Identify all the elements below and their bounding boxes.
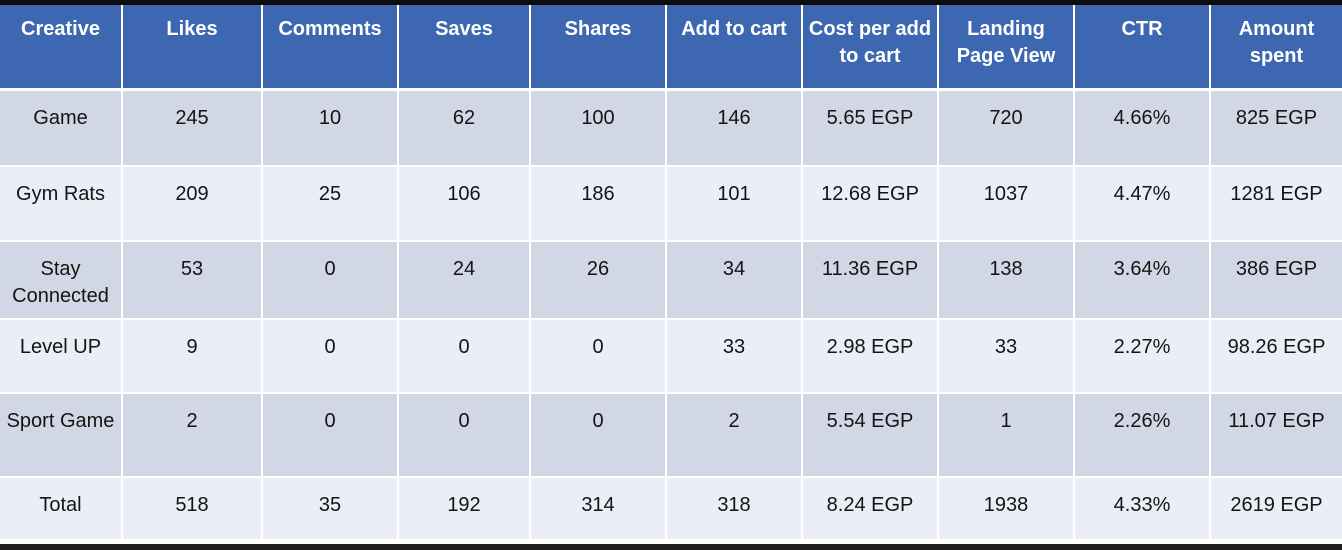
row-label-cell: Level UP bbox=[0, 318, 123, 394]
header-cell-shares: Shares bbox=[529, 4, 667, 91]
table-cell: 2.26% bbox=[1073, 392, 1211, 478]
table-cell: 1938 bbox=[937, 476, 1075, 540]
table-cell: 24 bbox=[397, 240, 531, 320]
table-cell: 8.24 EGP bbox=[801, 476, 939, 540]
table-cell: 0 bbox=[397, 392, 531, 478]
row-label-cell: Gym Rats bbox=[0, 165, 123, 242]
table-cell: 1037 bbox=[937, 165, 1075, 242]
table-cell: 209 bbox=[121, 165, 263, 242]
table-cell: 33 bbox=[937, 318, 1075, 394]
table-cell: 0 bbox=[397, 318, 531, 394]
table-cell: 0 bbox=[529, 392, 667, 478]
table-cell: 192 bbox=[397, 476, 531, 540]
table-cell: 12.68 EGP bbox=[801, 165, 939, 242]
table-row: Level UP 9 0 0 0 33 2.98 EGP 33 2.27% 98… bbox=[0, 318, 1342, 394]
table-cell: 11.36 EGP bbox=[801, 240, 939, 320]
table-cell: 2619 EGP bbox=[1209, 476, 1342, 540]
table-cell: 0 bbox=[261, 240, 399, 320]
table-cell: 2 bbox=[665, 392, 803, 478]
table-cell: 0 bbox=[529, 318, 667, 394]
table-cell: 2.98 EGP bbox=[801, 318, 939, 394]
table-cell: 825 EGP bbox=[1209, 88, 1342, 167]
table-cell: 3.64% bbox=[1073, 240, 1211, 320]
table-cell: 35 bbox=[261, 476, 399, 540]
header-row: Creative Likes Comments Saves Shares Add… bbox=[0, 4, 1342, 91]
top-edge-bar bbox=[0, 0, 1342, 5]
table-cell: 4.66% bbox=[1073, 88, 1211, 167]
header-cell-comments: Comments bbox=[261, 4, 399, 91]
table-cell: 1 bbox=[937, 392, 1075, 478]
table-cell: 34 bbox=[665, 240, 803, 320]
table-cell: 318 bbox=[665, 476, 803, 540]
table-cell: 26 bbox=[529, 240, 667, 320]
table-cell: 518 bbox=[121, 476, 263, 540]
table-cell: 386 EGP bbox=[1209, 240, 1342, 320]
table-cell: 10 bbox=[261, 88, 399, 167]
table-cell: 11.07 EGP bbox=[1209, 392, 1342, 478]
table-cell: 2 bbox=[121, 392, 263, 478]
bottom-edge-bar bbox=[0, 544, 1342, 550]
table-cell: 2.27% bbox=[1073, 318, 1211, 394]
table-cell: 186 bbox=[529, 165, 667, 242]
header-cell-creative: Creative bbox=[0, 4, 123, 91]
table-row: Game 245 10 62 100 146 5.65 EGP 720 4.66… bbox=[0, 88, 1342, 167]
table-cell: 4.47% bbox=[1073, 165, 1211, 242]
table-row: Sport Game 2 0 0 0 2 5.54 EGP 1 2.26% 11… bbox=[0, 392, 1342, 478]
table-cell: 98.26 EGP bbox=[1209, 318, 1342, 394]
header-cell-likes: Likes bbox=[121, 4, 263, 91]
row-label-cell: Game bbox=[0, 88, 123, 167]
table-row: Gym Rats 209 25 106 186 101 12.68 EGP 10… bbox=[0, 165, 1342, 242]
table-cell: 0 bbox=[261, 318, 399, 394]
table-cell: 245 bbox=[121, 88, 263, 167]
table-cell: 720 bbox=[937, 88, 1075, 167]
table-cell: 101 bbox=[665, 165, 803, 242]
table-cell: 5.65 EGP bbox=[801, 88, 939, 167]
table-cell: 146 bbox=[665, 88, 803, 167]
row-label-cell: Total bbox=[0, 476, 123, 540]
header-cell-cost-per-add-to-cart: Cost per add to cart bbox=[801, 4, 939, 91]
table-row: Stay Connected 53 0 24 26 34 11.36 EGP 1… bbox=[0, 240, 1342, 320]
creative-metrics-table: Creative Likes Comments Saves Shares Add… bbox=[0, 4, 1342, 540]
table-cell: 314 bbox=[529, 476, 667, 540]
table-cell: 138 bbox=[937, 240, 1075, 320]
table-cell: 25 bbox=[261, 165, 399, 242]
header-cell-saves: Saves bbox=[397, 4, 531, 91]
table-cell: 53 bbox=[121, 240, 263, 320]
table-cell: 106 bbox=[397, 165, 531, 242]
table-row-total: Total 518 35 192 314 318 8.24 EGP 1938 4… bbox=[0, 476, 1342, 540]
header-cell-amount-spent: Amount spent bbox=[1209, 4, 1342, 91]
header-cell-ctr: CTR bbox=[1073, 4, 1211, 91]
header-cell-add-to-cart: Add to cart bbox=[665, 4, 803, 91]
table-cell: 100 bbox=[529, 88, 667, 167]
table-cell: 0 bbox=[261, 392, 399, 478]
table-cell: 9 bbox=[121, 318, 263, 394]
table-cell: 5.54 EGP bbox=[801, 392, 939, 478]
table-cell: 4.33% bbox=[1073, 476, 1211, 540]
row-label-cell: Sport Game bbox=[0, 392, 123, 478]
header-cell-landing-page-view: Landing Page View bbox=[937, 4, 1075, 91]
row-label-cell: Stay Connected bbox=[0, 240, 123, 320]
table-cell: 62 bbox=[397, 88, 531, 167]
table-cell: 33 bbox=[665, 318, 803, 394]
table-cell: 1281 EGP bbox=[1209, 165, 1342, 242]
